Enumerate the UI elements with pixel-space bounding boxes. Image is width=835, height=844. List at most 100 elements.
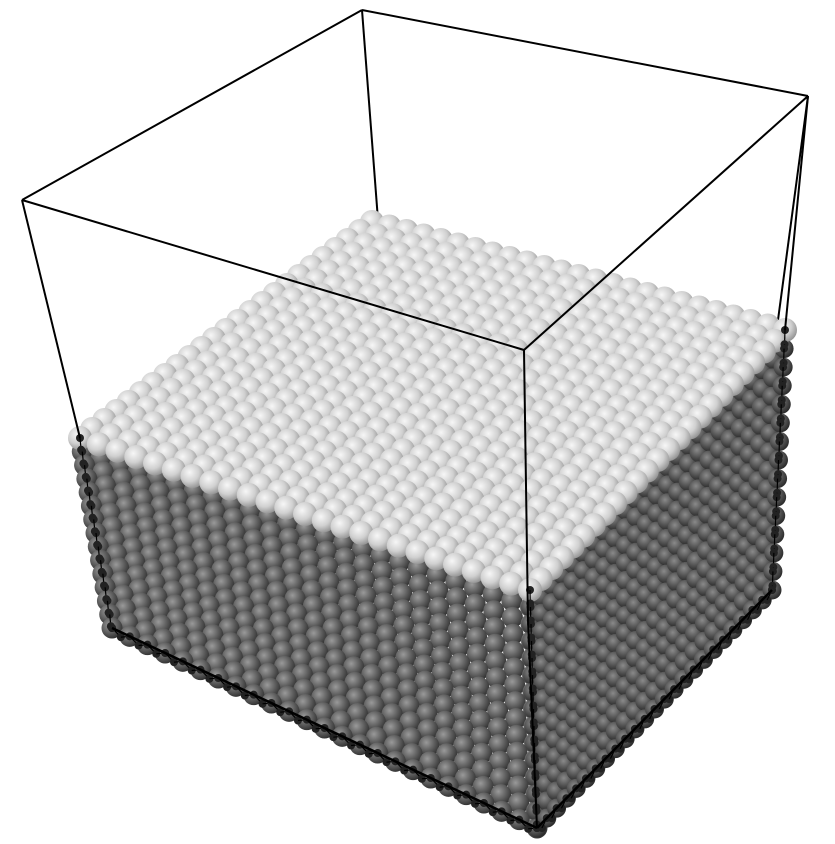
- front-atom: [505, 708, 527, 730]
- front-atom: [503, 640, 525, 662]
- front-atom: [399, 711, 421, 733]
- front-atom: [467, 659, 489, 681]
- front-atom: [286, 603, 308, 625]
- front-atom: [410, 606, 432, 628]
- front-atom: [293, 678, 315, 700]
- box-edge: [536, 589, 773, 829]
- top-atom: [143, 451, 167, 476]
- box-edge: [527, 619, 538, 829]
- front-atom: [466, 643, 488, 665]
- front-atom: [308, 656, 330, 678]
- front-atom: [448, 636, 470, 658]
- front-atom: [505, 724, 527, 746]
- front-atom: [341, 640, 363, 662]
- front-atom: [437, 759, 459, 781]
- front-atom: [363, 695, 385, 717]
- front-atom: [446, 587, 468, 609]
- front-atom: [447, 619, 469, 641]
- front-atom: [373, 592, 395, 614]
- front-atom: [451, 702, 473, 724]
- front-atom: [372, 576, 394, 598]
- front-atom: [446, 603, 468, 625]
- front-atom: [391, 583, 413, 605]
- front-atom: [445, 570, 467, 592]
- box-edge: [111, 626, 538, 830]
- front-atom: [345, 687, 367, 709]
- front-atom: [434, 710, 456, 732]
- top-atom: [218, 476, 242, 501]
- box-edge: [21, 9, 363, 201]
- front-atom: [449, 652, 471, 674]
- front-atom: [301, 579, 323, 601]
- front-atom: [284, 588, 306, 610]
- box-edge: [361, 9, 379, 221]
- front-atom: [390, 567, 412, 589]
- front-atom: [376, 623, 398, 645]
- front-atom: [490, 784, 512, 806]
- front-atom: [325, 648, 347, 670]
- top-atom: [274, 495, 299, 520]
- front-atom: [431, 661, 453, 683]
- top-atom: [386, 533, 411, 558]
- front-atom: [392, 599, 414, 621]
- front-atom: [417, 719, 439, 741]
- front-atom: [413, 654, 435, 676]
- front-atom: [329, 694, 351, 716]
- front-atom: [323, 633, 345, 655]
- front-atom: [319, 586, 341, 608]
- front-atom: [471, 759, 493, 781]
- front-atom: [483, 600, 505, 622]
- front-atom: [357, 616, 379, 638]
- top-atom: [330, 514, 355, 539]
- front-atom: [408, 573, 430, 595]
- front-atom: [287, 618, 309, 640]
- front-atom: [300, 564, 322, 586]
- top-atom: [180, 464, 205, 488]
- front-atom: [362, 679, 384, 701]
- front-atom: [377, 639, 399, 661]
- front-atom: [507, 758, 529, 780]
- front-atom: [468, 676, 490, 698]
- front-atom: [336, 578, 358, 600]
- top-atom: [86, 432, 111, 457]
- front-atom: [338, 594, 360, 616]
- front-atom: [356, 601, 378, 623]
- front-atom: [454, 751, 476, 773]
- front-atom: [321, 602, 343, 624]
- front-atom: [428, 596, 450, 618]
- front-atom: [309, 671, 331, 693]
- top-atom: [405, 540, 430, 564]
- front-atom: [470, 726, 492, 748]
- front-atom: [466, 626, 488, 648]
- front-atom: [436, 743, 458, 765]
- front-atom: [371, 560, 393, 582]
- front-atom: [435, 726, 457, 748]
- front-atom: [312, 702, 334, 724]
- front-atom: [396, 663, 418, 685]
- front-atom: [305, 625, 327, 647]
- front-atom: [278, 527, 300, 549]
- front-atom: [398, 695, 420, 717]
- front-atom: [290, 648, 312, 670]
- front-atom: [365, 726, 387, 748]
- front-atom: [302, 595, 324, 617]
- front-atom: [432, 678, 454, 700]
- front-atom: [482, 583, 504, 605]
- front-atom: [361, 663, 383, 685]
- front-atom: [416, 702, 438, 724]
- front-atom: [464, 593, 486, 615]
- front-atom: [430, 629, 452, 651]
- front-atom: [304, 610, 326, 632]
- box-edge: [777, 95, 809, 321]
- front-atom: [463, 577, 485, 599]
- front-atom: [414, 670, 436, 692]
- box-edge: [21, 199, 81, 439]
- front-atom: [315, 540, 337, 562]
- front-atom: [471, 742, 493, 764]
- front-atom: [397, 679, 419, 701]
- top-atom: [255, 489, 280, 514]
- front-atom: [504, 691, 526, 713]
- front-atom: [364, 711, 386, 733]
- front-atom: [415, 686, 437, 708]
- front-atom: [353, 553, 375, 575]
